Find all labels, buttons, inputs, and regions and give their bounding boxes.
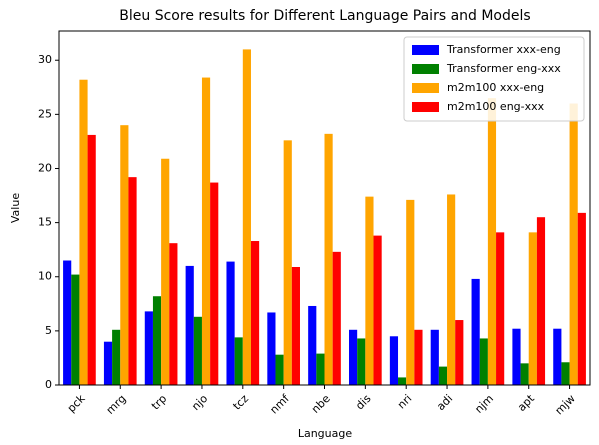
legend-label: Transformer eng-xxx [446, 62, 561, 75]
bar [201, 77, 211, 385]
x-tick-label: tcz [230, 392, 251, 413]
bar [528, 232, 537, 385]
x-tick-label: pck [65, 392, 88, 415]
bar [79, 79, 88, 385]
bar [520, 363, 529, 385]
x-tick-label: njm [472, 392, 496, 416]
x-tick-label: nri [395, 392, 414, 411]
plot-frame [58, 30, 591, 386]
legend-label: m2m100 xxx-eng [447, 81, 544, 94]
legend-label: Transformer xxx-eng [446, 43, 561, 56]
bar [316, 353, 325, 385]
x-tick-label: mjw [553, 392, 578, 417]
bar [169, 243, 178, 385]
bar [144, 311, 153, 385]
bar [357, 338, 366, 385]
legend-swatch [412, 83, 439, 93]
y-tick-label: 20 [38, 161, 52, 174]
x-tick-label: dis [353, 392, 374, 413]
bar [455, 320, 464, 385]
bar [398, 377, 407, 385]
bar [242, 49, 251, 385]
bar [553, 328, 562, 385]
chart-title: Bleu Score results for Different Languag… [119, 8, 530, 24]
bar [71, 274, 80, 385]
bar [226, 261, 235, 385]
bar [103, 341, 113, 385]
bar [430, 329, 439, 385]
bar [283, 140, 292, 385]
bar [193, 316, 202, 385]
bar [577, 212, 586, 385]
x-tick-label: adi [434, 392, 455, 413]
y-tick-label: 30 [38, 53, 52, 66]
bar [406, 199, 415, 385]
bar [120, 125, 129, 386]
bar [438, 366, 448, 385]
bar [324, 133, 333, 385]
bar [561, 362, 570, 385]
bar [536, 217, 546, 385]
y-tick-label: 25 [38, 107, 52, 120]
y-axis-label: Value [9, 193, 22, 223]
x-tick-label: apt [515, 392, 537, 414]
bar [349, 329, 358, 385]
bar [267, 312, 276, 385]
legend-box [403, 36, 585, 122]
bar [87, 134, 96, 385]
legend-label: m2m100 eng-xxx [447, 100, 545, 113]
bar [365, 196, 374, 385]
bar [496, 232, 505, 385]
bar [161, 158, 170, 385]
y-tick-label: 10 [38, 270, 52, 283]
bar [471, 278, 480, 385]
bar [389, 336, 399, 385]
bar [308, 305, 317, 385]
y-tick-label: 0 [45, 378, 52, 391]
bar [152, 296, 162, 385]
x-tick-label: nmf [267, 391, 292, 416]
bar [250, 241, 260, 385]
bar [63, 260, 72, 385]
bar [569, 103, 578, 386]
bar [332, 251, 341, 385]
bar [210, 182, 219, 385]
bar [275, 354, 284, 385]
x-axis-label: Language [298, 427, 353, 440]
x-tick-label: trp [149, 392, 169, 412]
bar [373, 235, 382, 385]
bar [291, 267, 300, 385]
bar [487, 98, 497, 385]
legend-swatch [412, 64, 439, 74]
bar [479, 338, 488, 385]
bar [128, 177, 137, 385]
bar [234, 337, 243, 385]
y-tick-label: 5 [45, 324, 52, 337]
bar [112, 329, 121, 385]
bar [447, 194, 456, 385]
bar [414, 329, 423, 385]
bar [512, 328, 521, 385]
x-tick-label: nbe [309, 392, 333, 416]
bar [185, 265, 194, 385]
x-tick-label: mrg [104, 392, 129, 417]
legend-swatch [412, 45, 439, 55]
x-tick-label: njo [189, 392, 210, 413]
y-tick-label: 15 [38, 216, 52, 229]
legend-swatch [412, 102, 439, 112]
